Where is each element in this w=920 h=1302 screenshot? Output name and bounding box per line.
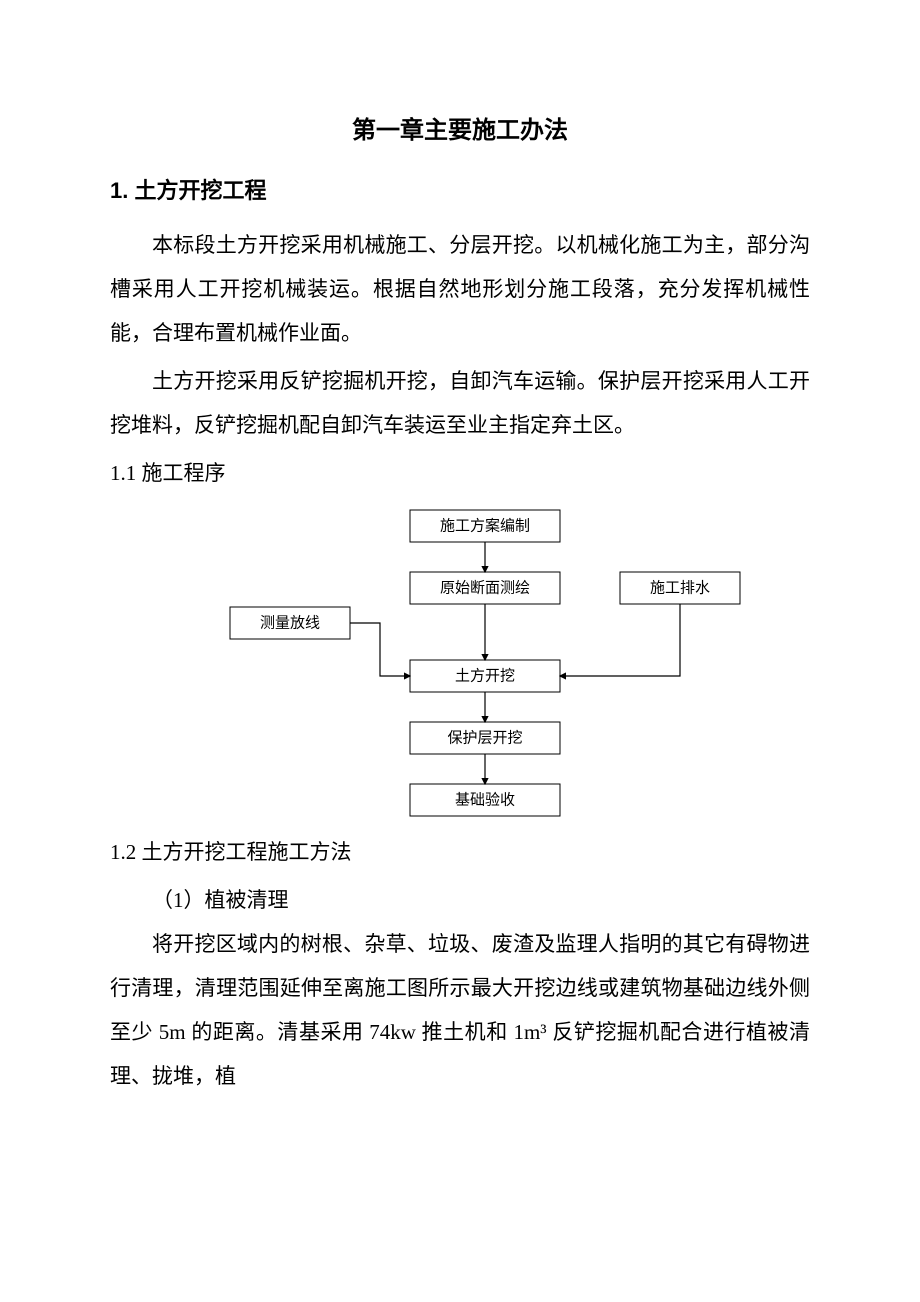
section-1-1-heading: 1.1 施工程序 [110, 451, 810, 495]
item-1-body: 将开挖区域内的树根、杂草、垃圾、废渣及监理人指明的其它有碍物进行清理，清理范围延… [110, 922, 810, 1098]
item-1-label: （1）植被清理 [110, 878, 810, 922]
section-1-para-1: 本标段土方开挖采用机械施工、分层开挖。以机械化施工为主，部分沟槽采用人工开挖机械… [110, 223, 810, 355]
flowchart-node-label-n6: 保护层开挖 [447, 729, 522, 746]
flowchart-edge-n4-n5 [350, 623, 410, 676]
flowchart-edge-n3-n5 [560, 604, 680, 676]
chapter-title: 第一章主要施工办法 [110, 110, 810, 145]
flowchart-node-label-n4: 测量放线 [260, 614, 320, 631]
flowchart-svg: 施工方案编制原始断面测绘 施工排水测量放线土方开挖保护层开挖基础验收 [140, 502, 780, 822]
flowchart-container: 施工方案编制原始断面测绘 施工排水测量放线土方开挖保护层开挖基础验收 [110, 502, 810, 822]
flowchart-node-label-n3: 施工排水 [650, 579, 710, 596]
flowchart-node-label-n2: 原始断面测绘 [440, 579, 530, 596]
section-1-heading: 1. 土方开挖工程 [110, 173, 810, 205]
flowchart-node-label-n5: 土方开挖 [455, 667, 515, 684]
flowchart-node-label-n1: 施工方案编制 [440, 516, 530, 534]
section-1-2-heading: 1.2 土方开挖工程施工方法 [110, 830, 810, 874]
flowchart-node-label-n7: 基础验收 [455, 791, 515, 808]
section-1-para-2: 土方开挖采用反铲挖掘机开挖，自卸汽车运输。保护层开挖采用人工开挖堆料，反铲挖掘机… [110, 359, 810, 447]
